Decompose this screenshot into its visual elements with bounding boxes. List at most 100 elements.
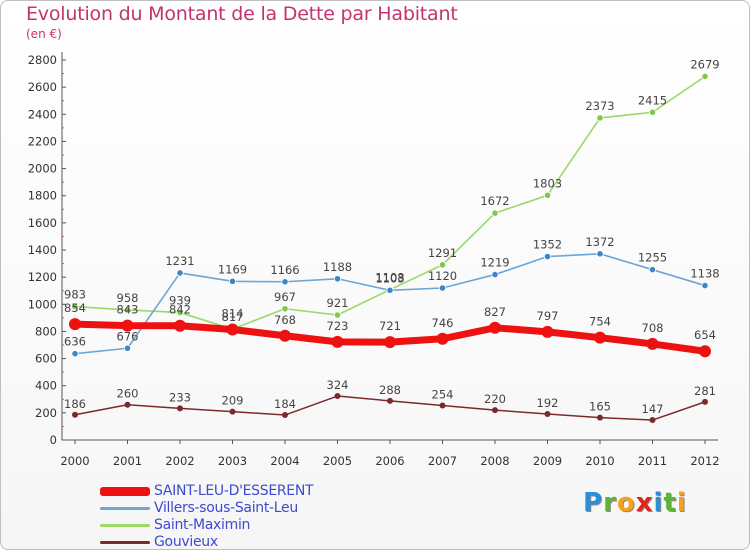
logo-letter: x	[635, 488, 654, 518]
data-label-villers-sous-saint-leu: 1188	[323, 260, 352, 274]
y-tick-label: 2800	[28, 53, 57, 67]
data-label-saint-maximin: 2373	[585, 99, 614, 113]
data-label-saint-leu-d-esserent: 842	[169, 303, 191, 317]
data-label-villers-sous-saint-leu: 1255	[638, 251, 667, 265]
proxiti-logo: Proxiti	[583, 488, 687, 518]
legend-swatch-saint-leu	[100, 487, 150, 496]
data-label-saint-maximin: 983	[64, 288, 86, 302]
data-point-villers-sous-saint-leu	[281, 278, 289, 286]
data-point-saint-leu-d-esserent	[594, 331, 606, 344]
data-point-gouvieux	[124, 401, 131, 408]
data-point-saint-leu-d-esserent	[121, 319, 134, 332]
data-point-gouvieux	[72, 411, 78, 418]
data-label-gouvieux: 209	[222, 394, 244, 408]
data-label-villers-sous-saint-leu: 1169	[218, 262, 247, 276]
data-label-gouvieux: 147	[642, 402, 664, 416]
y-tick-label: 2600	[28, 80, 57, 94]
data-label-saint-maximin: 2679	[690, 57, 719, 71]
data-point-gouvieux	[439, 402, 446, 409]
data-point-saint-leu-d-esserent	[489, 321, 501, 334]
data-point-villers-sous-saint-leu	[543, 252, 552, 261]
legend-label-villers: Villers-sous-Saint-Leu	[154, 500, 298, 516]
data-label-saint-maximin: 817	[222, 310, 244, 324]
data-label-saint-leu-d-esserent: 814	[222, 307, 244, 321]
data-label-saint-maximin: 967	[274, 290, 296, 304]
data-point-saint-maximin	[281, 305, 289, 313]
data-label-gouvieux: 184	[274, 397, 296, 411]
data-point-saint-leu-d-esserent	[699, 345, 711, 358]
data-label-saint-maximin: 1291	[428, 246, 457, 260]
legend-swatch-villers	[100, 507, 150, 510]
data-label-villers-sous-saint-leu: 636	[64, 335, 86, 349]
x-tick-label: 2001	[113, 454, 142, 468]
legend-label-gouvieux: Gouvieux	[154, 534, 218, 550]
data-label-saint-leu-d-esserent: 721	[379, 319, 401, 333]
data-point-saint-leu-d-esserent	[384, 336, 396, 349]
data-point-saint-leu-d-esserent	[436, 332, 449, 345]
data-point-gouvieux	[282, 412, 288, 419]
data-point-saint-maximin	[543, 191, 552, 199]
y-tick-label: 2200	[28, 134, 57, 148]
data-label-villers-sous-saint-leu: 1352	[533, 238, 562, 252]
data-label-gouvieux: 165	[589, 400, 611, 414]
x-tick-label: 2008	[480, 454, 509, 468]
data-point-villers-sous-saint-leu	[491, 270, 499, 279]
x-tick-label: 2002	[165, 454, 194, 468]
data-label-villers-sous-saint-leu: 1372	[585, 235, 614, 249]
data-point-villers-sous-saint-leu	[176, 269, 184, 277]
data-label-villers-sous-saint-leu: 1138	[690, 267, 719, 281]
x-tick-label: 2000	[60, 454, 89, 468]
data-point-gouvieux	[177, 405, 183, 412]
data-point-villers-sous-saint-leu	[596, 250, 604, 258]
data-label-saint-maximin: 921	[327, 296, 349, 310]
y-tick-label: 1200	[28, 270, 57, 284]
data-point-saint-maximin	[123, 306, 132, 314]
data-label-saint-leu-d-esserent: 797	[537, 309, 559, 323]
data-point-saint-leu-d-esserent	[69, 318, 81, 331]
x-tick-label: 2009	[533, 454, 562, 468]
data-point-saint-maximin	[438, 261, 447, 269]
data-point-saint-maximin	[333, 311, 342, 319]
data-label-gouvieux: 281	[694, 384, 716, 398]
data-label-saint-maximin: 2415	[638, 93, 667, 107]
x-tick-label: 2005	[323, 454, 352, 468]
data-point-saint-maximin	[701, 72, 709, 81]
data-label-villers-sous-saint-leu: 676	[117, 329, 139, 343]
x-tick-label: 2003	[218, 454, 247, 468]
data-label-gouvieux: 288	[379, 383, 401, 397]
data-point-gouvieux	[334, 393, 341, 400]
data-point-villers-sous-saint-leu	[333, 275, 342, 283]
data-point-saint-maximin	[491, 209, 499, 217]
y-tick-label: 1600	[28, 216, 57, 230]
data-point-saint-leu-d-esserent	[541, 325, 554, 338]
logo-letter: t	[663, 488, 677, 518]
y-tick-label: 2000	[28, 162, 57, 176]
data-point-gouvieux	[597, 414, 603, 421]
logo-letter: r	[603, 488, 617, 518]
data-point-villers-sous-saint-leu	[701, 281, 709, 290]
y-tick-label: 600	[35, 352, 57, 366]
data-label-saint-leu-d-esserent: 654	[694, 328, 716, 342]
data-point-saint-leu-d-esserent	[331, 335, 344, 348]
data-label-villers-sous-saint-leu: 1231	[165, 254, 194, 268]
data-label-saint-leu-d-esserent: 708	[642, 321, 664, 335]
data-label-gouvieux: 220	[484, 392, 506, 406]
data-point-villers-sous-saint-leu	[123, 344, 132, 352]
data-label-saint-leu-d-esserent: 723	[327, 319, 349, 333]
data-point-gouvieux	[492, 407, 498, 414]
x-tick-label: 2012	[690, 454, 719, 468]
data-point-gouvieux	[387, 397, 393, 404]
data-label-saint-leu-d-esserent: 768	[274, 313, 296, 327]
data-label-villers-sous-saint-leu: 1219	[480, 256, 509, 270]
data-point-gouvieux	[649, 417, 656, 424]
x-tick-label: 2007	[428, 454, 457, 468]
data-label-saint-maximin: 939	[169, 294, 191, 308]
y-tick-label: 0	[50, 433, 57, 447]
data-point-saint-maximin	[71, 302, 79, 311]
logo-letter: P	[583, 488, 604, 518]
data-point-villers-sous-saint-leu	[438, 284, 447, 292]
legend-label-saint-leu: SAINT-LEU-D'ESSERENT	[154, 483, 314, 499]
y-tick-label: 200	[35, 406, 57, 420]
